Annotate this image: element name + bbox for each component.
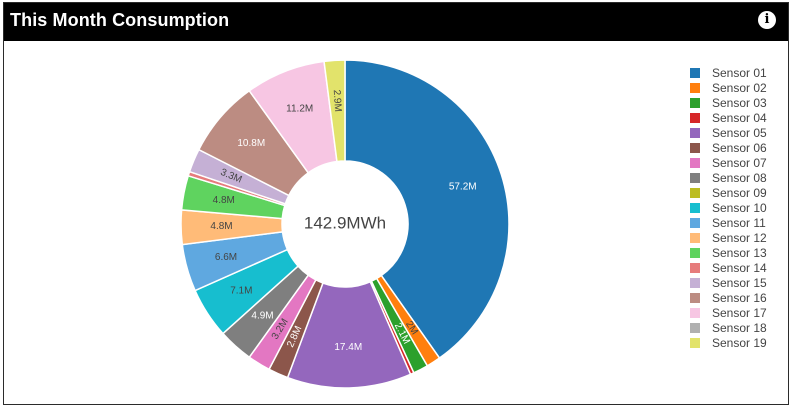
- legend-item-sensor-17[interactable]: Sensor 17: [690, 305, 767, 320]
- widget-header: This Month Consumption i: [4, 3, 788, 41]
- legend-item-sensor-14[interactable]: Sensor 14: [690, 260, 767, 275]
- legend-label: Sensor 06: [712, 140, 767, 155]
- legend-item-sensor-12[interactable]: Sensor 12: [690, 230, 767, 245]
- legend-swatch: [690, 112, 700, 123]
- legend-label: Sensor 08: [712, 170, 767, 185]
- legend-label: Sensor 15: [712, 275, 767, 290]
- widget-title: This Month Consumption: [10, 10, 230, 30]
- legend-item-sensor-19[interactable]: Sensor 19: [690, 335, 767, 350]
- legend-item-sensor-11[interactable]: Sensor 11: [690, 215, 767, 230]
- legend-swatch: [690, 172, 700, 183]
- consumption-widget: This Month Consumption i 57.2M 2M 2.1M 17.4…: [3, 2, 789, 405]
- legend-item-sensor-02[interactable]: Sensor 02: [690, 80, 767, 95]
- legend-item-sensor-05[interactable]: Sensor 05: [690, 125, 767, 140]
- legend-swatch: [690, 337, 700, 348]
- legend-swatch: [690, 202, 700, 213]
- slice-label-sensor-16: 10.8M: [237, 138, 265, 149]
- legend-swatch: [690, 157, 700, 168]
- legend-swatch: [690, 247, 700, 258]
- legend-item-sensor-09[interactable]: Sensor 09: [690, 185, 767, 200]
- slice-label-sensor-13: 4.8M: [213, 195, 235, 206]
- info-icon[interactable]: i: [758, 11, 776, 29]
- slice-label-sensor-12: 4.8M: [210, 221, 232, 232]
- legend-label: Sensor 04: [712, 110, 767, 125]
- slice-label-sensor-01: 57.2M: [449, 181, 477, 192]
- pie-slice-sensor-01[interactable]: [344, 59, 510, 360]
- legend-item-sensor-07[interactable]: Sensor 07: [690, 155, 767, 170]
- legend-item-sensor-04[interactable]: Sensor 04: [690, 110, 767, 125]
- legend-item-sensor-10[interactable]: Sensor 10: [690, 200, 767, 215]
- legend-swatch: [690, 142, 700, 153]
- legend-item-sensor-06[interactable]: Sensor 06: [690, 140, 767, 155]
- legend-label: Sensor 17: [712, 305, 767, 320]
- slice-label-sensor-10: 7.1M: [230, 286, 252, 297]
- slice-label-sensor-05: 17.4M: [334, 342, 362, 353]
- legend-swatch: [690, 292, 700, 303]
- legend-swatch: [690, 187, 700, 198]
- legend-swatch: [690, 127, 700, 138]
- legend-label: Sensor 14: [712, 260, 767, 275]
- legend-item-sensor-16[interactable]: Sensor 16: [690, 290, 767, 305]
- legend-swatch: [690, 217, 700, 228]
- legend-label: Sensor 01: [712, 65, 767, 80]
- chart-area: 57.2M 2M 2.1M 17.4M 2.8M 3.2M 4.9M 7.1M 6.6M 4.8M…: [4, 41, 788, 404]
- legend-label: Sensor 02: [712, 80, 767, 95]
- donut-chart: 57.2M2M2.1M17.4M2.8M3.2M4.9M7.1M6.6M4.8M…: [180, 59, 510, 389]
- legend-label: Sensor 13: [712, 245, 767, 260]
- legend-label: Sensor 16: [712, 290, 767, 305]
- pie-slice-sensor-19[interactable]: [323, 59, 346, 163]
- legend-label: Sensor 09: [712, 185, 767, 200]
- slice-label-sensor-17: 11.2M: [286, 104, 313, 115]
- legend-label: Sensor 12: [712, 230, 767, 245]
- legend-swatch: [690, 322, 700, 333]
- legend-label: Sensor 11: [712, 215, 766, 230]
- legend-label: Sensor 07: [712, 155, 767, 170]
- legend-swatch: [690, 277, 700, 288]
- legend-label: Sensor 05: [712, 125, 767, 140]
- slice-label-sensor-19: 2.9M: [331, 89, 343, 112]
- legend-item-sensor-18[interactable]: Sensor 18: [690, 320, 767, 335]
- legend-swatch: [690, 97, 700, 108]
- legend-item-sensor-03[interactable]: Sensor 03: [690, 95, 767, 110]
- legend-label: Sensor 19: [712, 335, 767, 350]
- legend-swatch: [690, 307, 700, 318]
- slice-label-sensor-08: 4.9M: [251, 311, 273, 322]
- legend-item-sensor-13[interactable]: Sensor 13: [690, 245, 767, 260]
- legend-label: Sensor 03: [712, 95, 767, 110]
- legend-item-sensor-01[interactable]: Sensor 01: [690, 65, 767, 80]
- legend-label: Sensor 10: [712, 200, 767, 215]
- slice-label-sensor-11: 6.6M: [215, 252, 237, 263]
- legend-item-sensor-15[interactable]: Sensor 15: [690, 275, 767, 290]
- donut-center-total: 142.9MWh: [304, 213, 386, 232]
- legend-swatch: [690, 262, 700, 273]
- legend-swatch: [690, 82, 700, 93]
- legend-swatch: [690, 67, 700, 78]
- legend-item-sensor-08[interactable]: Sensor 08: [690, 170, 767, 185]
- chart-legend: Sensor 01 Sensor 02 Sensor 03 Sensor 04 Sens…: [690, 65, 767, 350]
- legend-label: Sensor 18: [712, 320, 767, 335]
- legend-swatch: [690, 232, 700, 243]
